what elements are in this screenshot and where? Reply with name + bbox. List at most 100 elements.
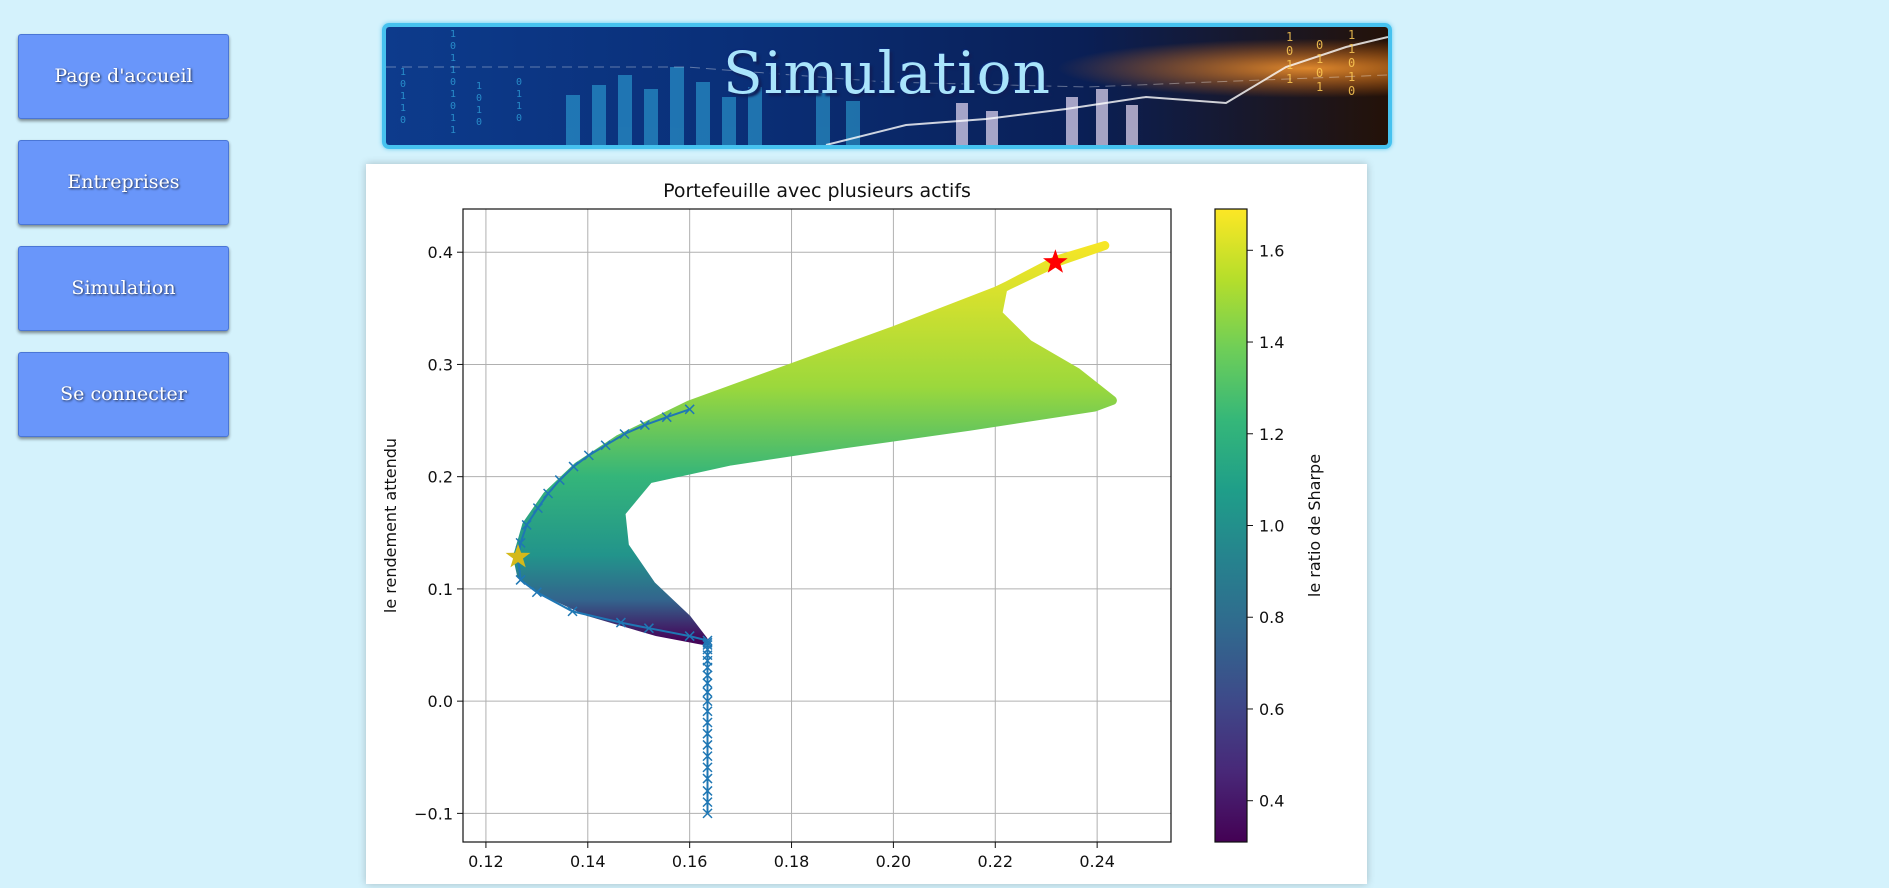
frontier-x-marker bbox=[521, 519, 532, 530]
x-tick-label: 0.12 bbox=[468, 852, 504, 871]
page-title: Simulation bbox=[723, 39, 1051, 107]
svg-text:0: 0 bbox=[400, 79, 406, 90]
colorbar-tick-label: 0.4 bbox=[1259, 792, 1284, 811]
svg-text:1: 1 bbox=[1348, 28, 1355, 42]
frontier-x-marker bbox=[543, 488, 554, 499]
y-tick-label: 0.1 bbox=[428, 580, 453, 599]
x-tick-label: 0.18 bbox=[774, 852, 810, 871]
svg-text:1: 1 bbox=[476, 105, 482, 116]
svg-text:0: 0 bbox=[450, 101, 456, 112]
chart-title: Portefeuille avec plusieurs actifs bbox=[663, 180, 971, 202]
sidebar-nav: Page d'accueil Entreprises Simulation Se… bbox=[18, 34, 229, 458]
colorbar bbox=[1214, 208, 1248, 843]
svg-text:1: 1 bbox=[1286, 30, 1293, 44]
frontier-x-marker bbox=[702, 670, 713, 681]
svg-text:0: 0 bbox=[516, 113, 522, 124]
frontier-x-marker bbox=[702, 706, 713, 717]
frontier-x-marker bbox=[684, 631, 695, 642]
colorbar-tick-label: 1.4 bbox=[1259, 333, 1284, 352]
x-tick-label: 0.16 bbox=[672, 852, 708, 871]
svg-text:0: 0 bbox=[1316, 38, 1323, 52]
svg-text:1: 1 bbox=[516, 89, 522, 100]
frontier-x-marker bbox=[702, 639, 713, 651]
nav-login-button[interactable]: Se connecter bbox=[18, 352, 229, 437]
svg-text:1: 1 bbox=[400, 103, 406, 114]
frontier-x-marker bbox=[702, 717, 713, 728]
svg-text:1: 1 bbox=[400, 91, 406, 102]
frontier-x-marker bbox=[702, 785, 713, 796]
frontier-x-marker bbox=[702, 635, 713, 646]
frontier-x-marker bbox=[515, 574, 526, 585]
frontier-x-marker bbox=[702, 637, 713, 648]
frontier-x-marker bbox=[684, 404, 695, 415]
frontier-x-marker bbox=[600, 440, 611, 451]
nav-companies-button[interactable]: Entreprises bbox=[18, 140, 229, 225]
svg-text:1: 1 bbox=[450, 65, 456, 76]
frontier-x-marker bbox=[702, 678, 713, 689]
x-tick-label: 0.24 bbox=[1079, 852, 1115, 871]
svg-text:0: 0 bbox=[476, 93, 482, 104]
nav-home-button[interactable]: Page d'accueil bbox=[18, 34, 229, 119]
frontier-x-marker bbox=[702, 808, 713, 819]
y-tick-label: 0.4 bbox=[428, 243, 453, 262]
min-volatility-star-marker bbox=[505, 543, 531, 568]
svg-text:1: 1 bbox=[1316, 52, 1323, 66]
frontier-x-marker bbox=[567, 606, 578, 617]
frontier-x-marker bbox=[532, 503, 543, 514]
svg-text:0: 0 bbox=[1348, 84, 1355, 98]
svg-text:1: 1 bbox=[450, 53, 456, 64]
plot-frame bbox=[462, 208, 1172, 843]
frontier-x-marker bbox=[568, 461, 579, 472]
x-tick-label: 0.22 bbox=[977, 852, 1013, 871]
svg-text:0: 0 bbox=[1348, 56, 1355, 70]
y-tick-label: 0.0 bbox=[428, 692, 453, 711]
colorbar-tick-label: 0.6 bbox=[1259, 700, 1284, 719]
nav-simulation-button[interactable]: Simulation bbox=[18, 246, 229, 331]
svg-text:0: 0 bbox=[1286, 44, 1293, 58]
svg-text:1: 1 bbox=[400, 67, 406, 78]
svg-text:1: 1 bbox=[476, 81, 482, 92]
colorbar-tick-label: 1.2 bbox=[1259, 425, 1284, 444]
frontier-x-marker bbox=[583, 450, 594, 461]
x-tick-label: 0.14 bbox=[570, 852, 606, 871]
frontier-x-marker bbox=[702, 696, 713, 707]
y-tick-label: 0.3 bbox=[428, 355, 453, 374]
colorbar-tick-label: 1.0 bbox=[1259, 517, 1284, 536]
frontier-x-marker bbox=[643, 623, 654, 634]
efficient-frontier-line bbox=[516, 408, 709, 814]
frontier-x-marker bbox=[702, 773, 713, 784]
frontier-x-marker bbox=[702, 728, 713, 739]
svg-text:0: 0 bbox=[1316, 66, 1323, 80]
svg-text:1: 1 bbox=[1348, 70, 1355, 84]
svg-text:1: 1 bbox=[1286, 72, 1293, 86]
portfolio-scatter-chart: 0.12 0.14 0.16 0.18 0.20 0.22 0.24 −0.1 0.0 0.1 0.… bbox=[381, 180, 1324, 871]
y-axis-label: le rendement attendu bbox=[381, 438, 400, 613]
frontier-x-marker bbox=[702, 797, 713, 808]
portfolio-cloud bbox=[513, 241, 1117, 645]
svg-text:1: 1 bbox=[1348, 42, 1355, 56]
svg-text:1: 1 bbox=[450, 89, 456, 100]
max-sharpe-star-marker bbox=[1043, 249, 1068, 273]
svg-text:1: 1 bbox=[450, 29, 456, 40]
svg-text:1: 1 bbox=[1316, 80, 1323, 94]
svg-text:0: 0 bbox=[400, 115, 406, 126]
frontier-x-marker bbox=[554, 475, 565, 486]
frontier-x-marker bbox=[531, 587, 542, 598]
svg-text:0: 0 bbox=[450, 77, 456, 88]
y-tick-label: 0.2 bbox=[428, 468, 453, 487]
frontier-x-marker bbox=[615, 617, 626, 628]
portfolio-chart-card: 0.12 0.14 0.16 0.18 0.20 0.22 0.24 −0.1 0.0 0.1 0.… bbox=[366, 164, 1367, 884]
svg-text:0: 0 bbox=[450, 41, 456, 52]
colorbar-tick-label: 0.8 bbox=[1259, 608, 1284, 627]
svg-text:1: 1 bbox=[1286, 58, 1293, 72]
svg-text:1: 1 bbox=[450, 125, 456, 136]
svg-text:1: 1 bbox=[516, 101, 522, 112]
frontier-x-marker bbox=[702, 739, 713, 750]
frontier-x-marker bbox=[702, 687, 713, 698]
frontier-x-marker bbox=[702, 762, 713, 773]
svg-text:0: 0 bbox=[476, 117, 482, 128]
y-tick-label: −0.1 bbox=[414, 804, 453, 823]
frontier-x-marker bbox=[661, 412, 672, 423]
